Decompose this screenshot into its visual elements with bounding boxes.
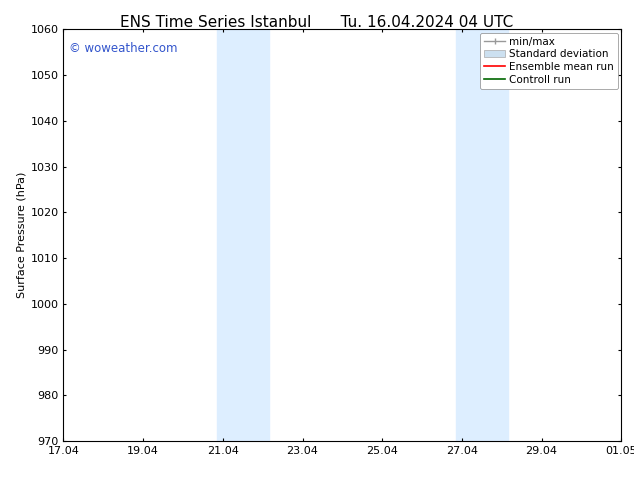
Y-axis label: Surface Pressure (hPa): Surface Pressure (hPa) xyxy=(16,172,26,298)
Bar xyxy=(217,29,269,441)
Text: ENS Time Series Istanbul      Tu. 16.04.2024 04 UTC: ENS Time Series Istanbul Tu. 16.04.2024 … xyxy=(120,15,514,30)
Legend: min/max, Standard deviation, Ensemble mean run, Controll run: min/max, Standard deviation, Ensemble me… xyxy=(480,32,618,89)
Bar xyxy=(456,29,508,441)
Text: © woweather.com: © woweather.com xyxy=(69,42,178,55)
